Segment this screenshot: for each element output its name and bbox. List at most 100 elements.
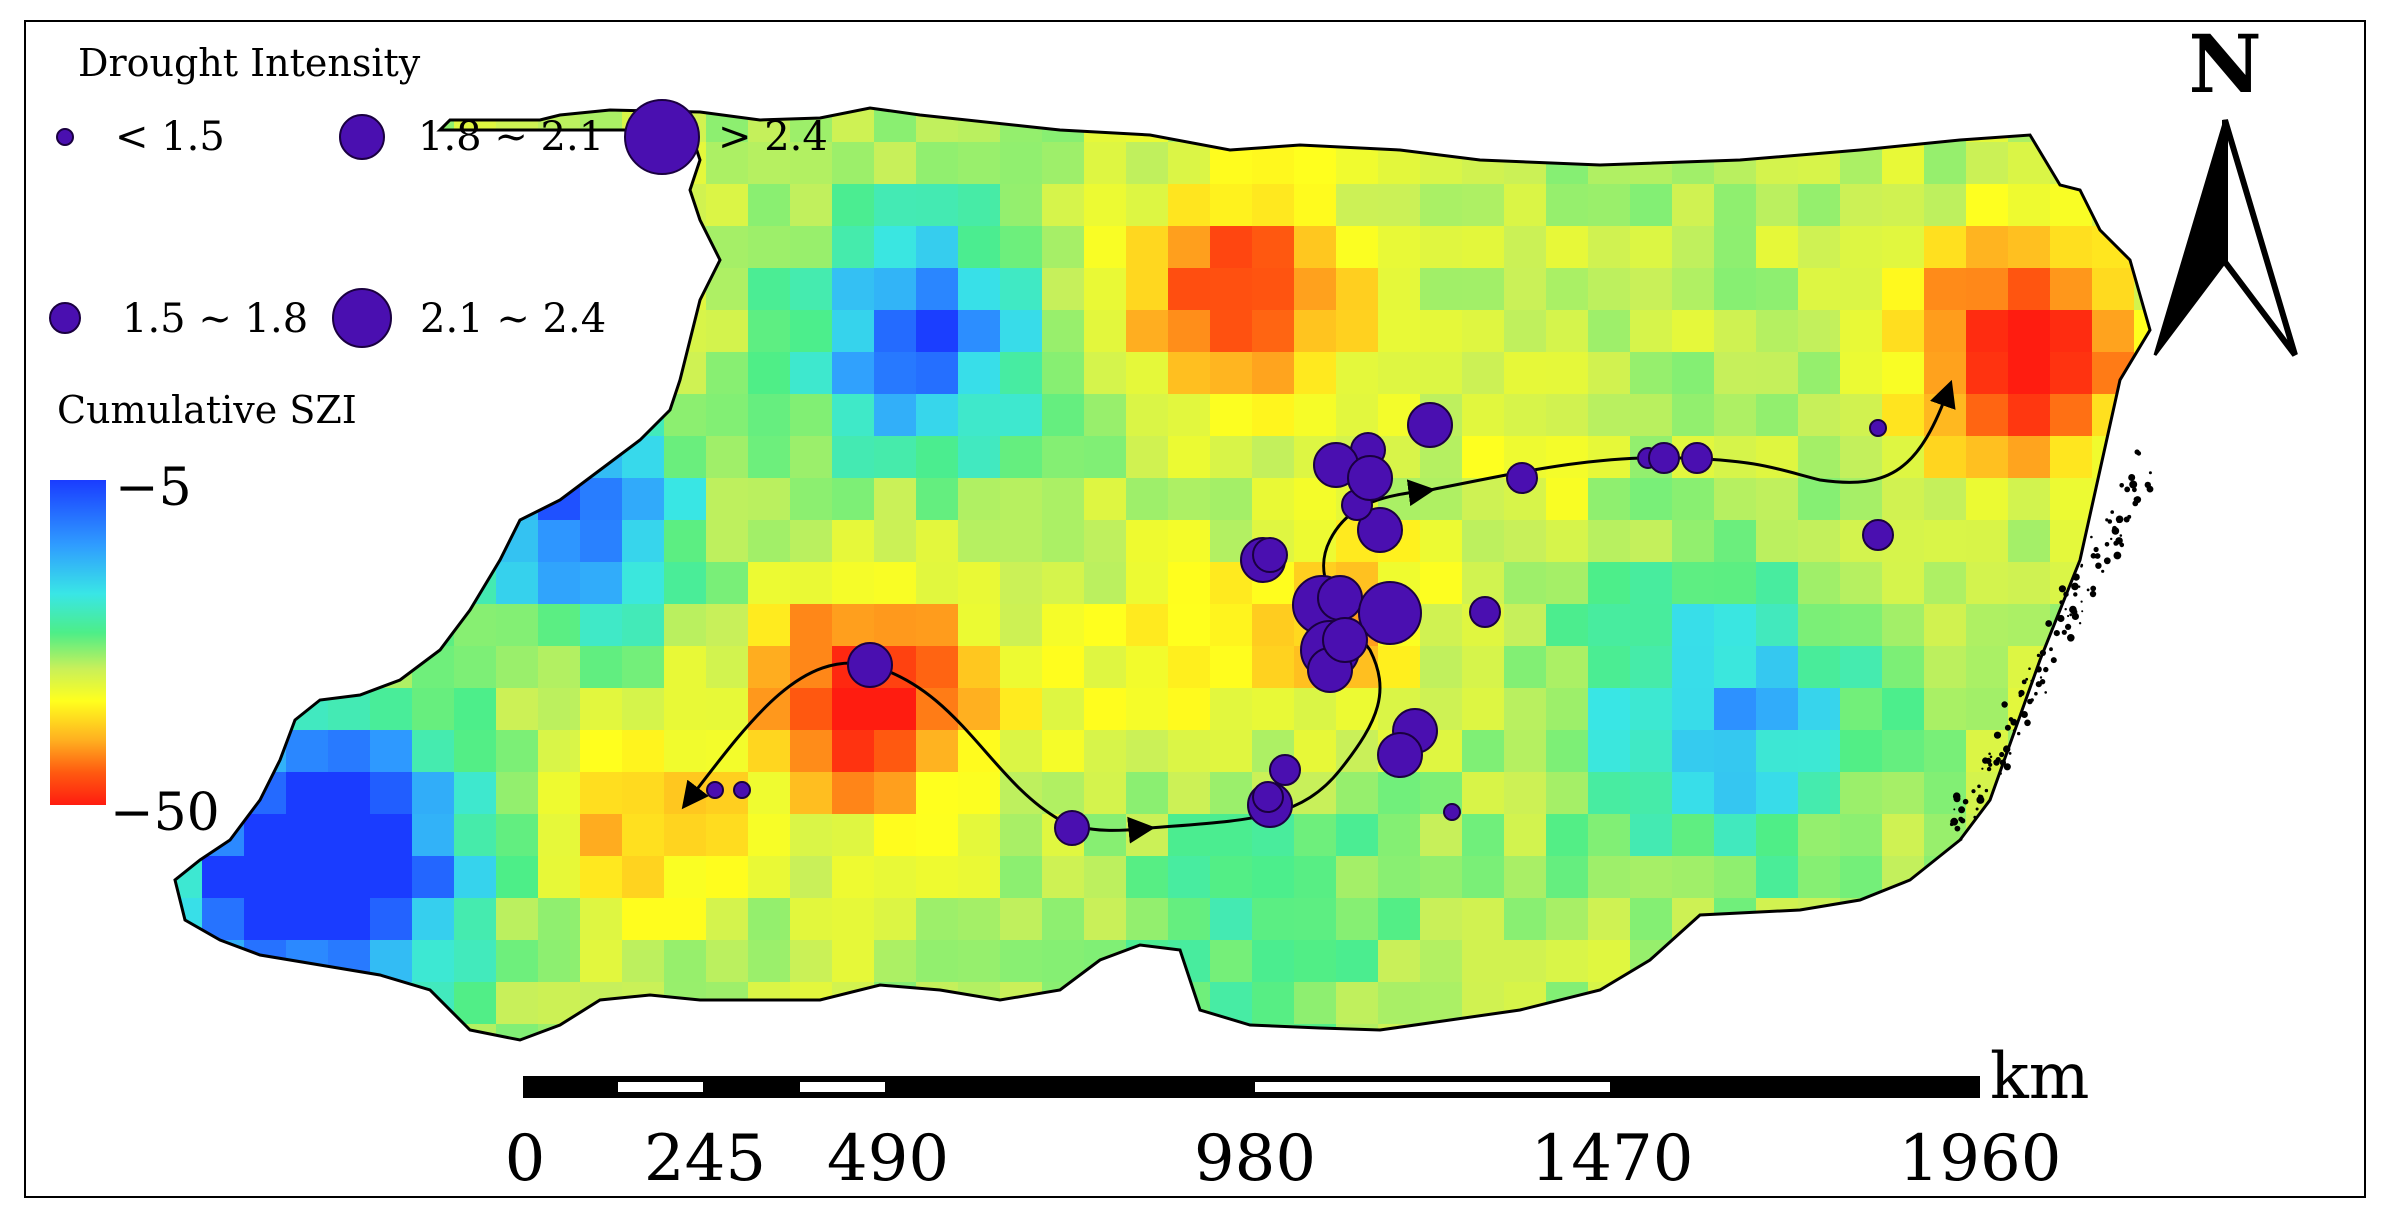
szi-cell: [1546, 436, 1588, 478]
szi-cell: [454, 184, 496, 226]
szi-cell: [1462, 142, 1504, 184]
island-dot: [2020, 711, 2028, 718]
szi-cell: [1840, 268, 1882, 310]
szi-cell: [2134, 520, 2150, 562]
szi-cell: [1126, 730, 1168, 772]
island-dot: [2081, 610, 2084, 613]
szi-cell: [202, 478, 244, 520]
szi-cell: [1168, 772, 1210, 814]
szi-cell: [2134, 814, 2150, 856]
szi-cell: [370, 688, 412, 730]
legend-marker-md: [339, 114, 385, 160]
szi-cell: [286, 604, 328, 646]
szi-cell: [874, 604, 916, 646]
szi-cell: [1252, 108, 1294, 142]
szi-cell: [1798, 520, 1840, 562]
szi-cell: [1504, 520, 1546, 562]
szi-cell: [1714, 478, 1756, 520]
szi-cell: [1966, 982, 2008, 1024]
szi-cell: [2092, 982, 2134, 1024]
szi-cell: [2134, 226, 2150, 268]
szi-cell: [2050, 268, 2092, 310]
szi-cell: [832, 352, 874, 394]
szi-cell: [1882, 814, 1924, 856]
szi-cell: [1714, 310, 1756, 352]
szi-cell: [748, 688, 790, 730]
szi-cell: [1168, 142, 1210, 184]
szi-cell: [2092, 268, 2134, 310]
szi-cell: [1462, 436, 1504, 478]
szi-cell: [874, 520, 916, 562]
szi-cell: [874, 184, 916, 226]
szi-cell: [1210, 688, 1252, 730]
szi-cell: [1462, 646, 1504, 688]
szi-cell: [1504, 898, 1546, 940]
szi-cell: [1462, 352, 1504, 394]
drought-event-marker: [1322, 617, 1368, 663]
szi-cell: [790, 562, 832, 604]
szi-cell: [1798, 226, 1840, 268]
szi-cell: [286, 1024, 328, 1040]
szi-cell: [1126, 394, 1168, 436]
szi-cell: [286, 772, 328, 814]
szi-cell: [874, 898, 916, 940]
szi-cell: [1084, 268, 1126, 310]
island-dot: [2030, 698, 2034, 702]
szi-cell: [1924, 268, 1966, 310]
szi-cell: [1000, 1024, 1042, 1040]
szi-cell: [1084, 478, 1126, 520]
szi-cell: [1336, 898, 1378, 940]
szi-cell: [1042, 394, 1084, 436]
szi-cell: [1882, 604, 1924, 646]
szi-cell: [706, 562, 748, 604]
island-dot: [2129, 480, 2138, 489]
szi-cell: [286, 646, 328, 688]
szi-cell: [1000, 268, 1042, 310]
szi-cell: [1882, 730, 1924, 772]
szi-cell: [412, 478, 454, 520]
szi-cell: [1588, 604, 1630, 646]
scale-tick-980: 980: [1194, 1122, 1316, 1196]
szi-cell: [1924, 142, 1966, 184]
szi-cell: [1546, 814, 1588, 856]
szi-cell: [202, 436, 244, 478]
szi-cell: [1000, 226, 1042, 268]
szi-cell: [1588, 730, 1630, 772]
szi-cell: [2134, 898, 2150, 940]
szi-cell: [2050, 982, 2092, 1024]
island-dot: [2001, 701, 2008, 708]
island-dot: [2078, 622, 2082, 625]
szi-cell: [1756, 562, 1798, 604]
island-dot: [2021, 679, 2027, 685]
szi-cell: [1966, 436, 2008, 478]
szi-cell: [1000, 184, 1042, 226]
szi-cell: [496, 646, 538, 688]
szi-cell: [1840, 898, 1882, 940]
island-dot: [2080, 565, 2083, 568]
szi-cell: [2008, 604, 2050, 646]
szi-cell: [790, 940, 832, 982]
szi-cell: [874, 352, 916, 394]
szi-cell: [1126, 226, 1168, 268]
szi-cell: [1462, 268, 1504, 310]
szi-cell: [1462, 1024, 1504, 1040]
szi-cell: [1168, 814, 1210, 856]
szi-cell: [412, 562, 454, 604]
szi-cell: [1882, 142, 1924, 184]
szi-cell: [1210, 394, 1252, 436]
szi-cell: [412, 226, 454, 268]
szi-cell: [496, 352, 538, 394]
szi-cell: [832, 478, 874, 520]
szi-cell: [1252, 226, 1294, 268]
szi-cell: [1462, 814, 1504, 856]
szi-cell: [1756, 772, 1798, 814]
szi-cell: [2008, 142, 2050, 184]
szi-cell: [874, 688, 916, 730]
szi-cell: [1924, 436, 1966, 478]
szi-cell: [1000, 478, 1042, 520]
szi-cell: [1210, 310, 1252, 352]
szi-cell: [706, 688, 748, 730]
szi-cell: [790, 814, 832, 856]
szi-cell: [286, 562, 328, 604]
szi-cell: [1210, 898, 1252, 940]
